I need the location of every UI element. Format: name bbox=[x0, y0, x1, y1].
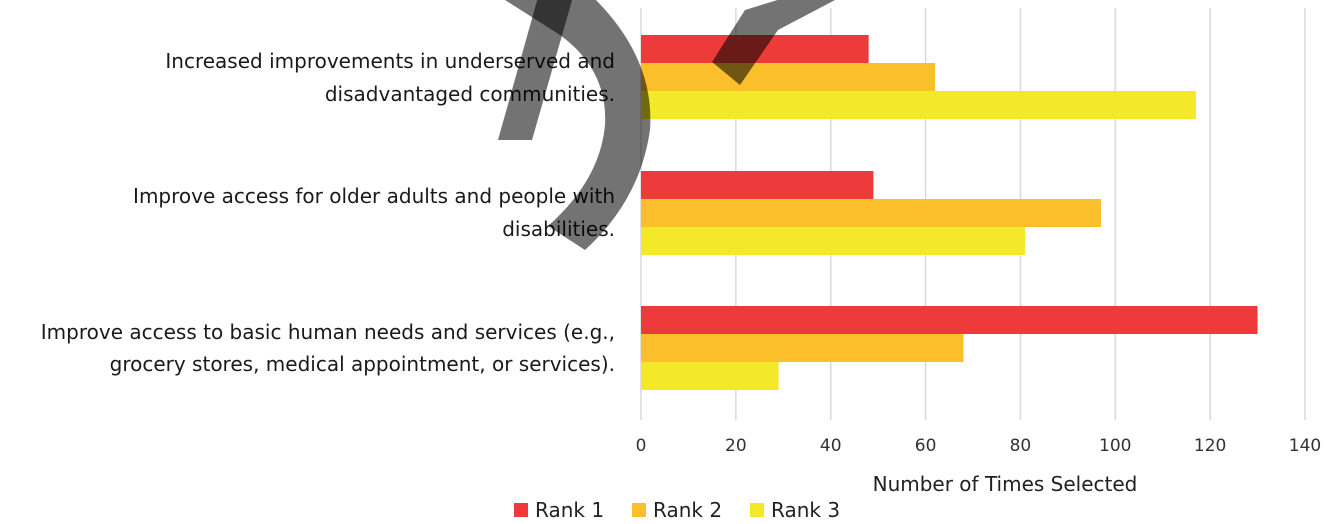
category-label: Improve access for older adults and peop… bbox=[133, 184, 615, 208]
legend-label: Rank 3 bbox=[771, 498, 840, 522]
bar-rank-3 bbox=[641, 227, 1026, 255]
x-axis-title: Number of Times Selected bbox=[873, 472, 1138, 496]
bar-rank-2 bbox=[641, 63, 936, 91]
x-tick-label: 40 bbox=[820, 436, 842, 456]
x-tick-label: 80 bbox=[1010, 436, 1032, 456]
bars bbox=[641, 35, 1258, 390]
legend-swatch bbox=[514, 503, 528, 517]
bar-rank-1 bbox=[641, 306, 1258, 334]
bar-rank-2 bbox=[641, 199, 1102, 227]
x-tick-label: 140 bbox=[1289, 436, 1321, 456]
legend-label: Rank 1 bbox=[535, 498, 604, 522]
bar-rank-1 bbox=[641, 171, 874, 199]
watermark bbox=[498, 0, 835, 250]
x-tick-label: 0 bbox=[636, 436, 647, 456]
bar-rank-2 bbox=[641, 334, 964, 362]
bar-rank-3 bbox=[641, 362, 779, 390]
category-label: grocery stores, medical appointment, or … bbox=[110, 352, 615, 376]
x-tick-label: 60 bbox=[915, 436, 937, 456]
x-tick-label: 100 bbox=[1099, 436, 1131, 456]
x-tick-label: 20 bbox=[725, 436, 747, 456]
x-tick-labels: 0 20 40 60 80 100 120 140 bbox=[636, 436, 1322, 456]
legend-swatch bbox=[632, 503, 646, 517]
legend: Rank 1 Rank 2 Rank 3 bbox=[514, 498, 840, 522]
category-label: disadvantaged communities. bbox=[325, 82, 615, 106]
legend-swatch bbox=[750, 503, 764, 517]
category-label: Improve access to basic human needs and … bbox=[41, 320, 615, 344]
legend-label: Rank 2 bbox=[653, 498, 722, 522]
bar-rank-3 bbox=[641, 91, 1196, 119]
x-tick-label: 120 bbox=[1194, 436, 1226, 456]
